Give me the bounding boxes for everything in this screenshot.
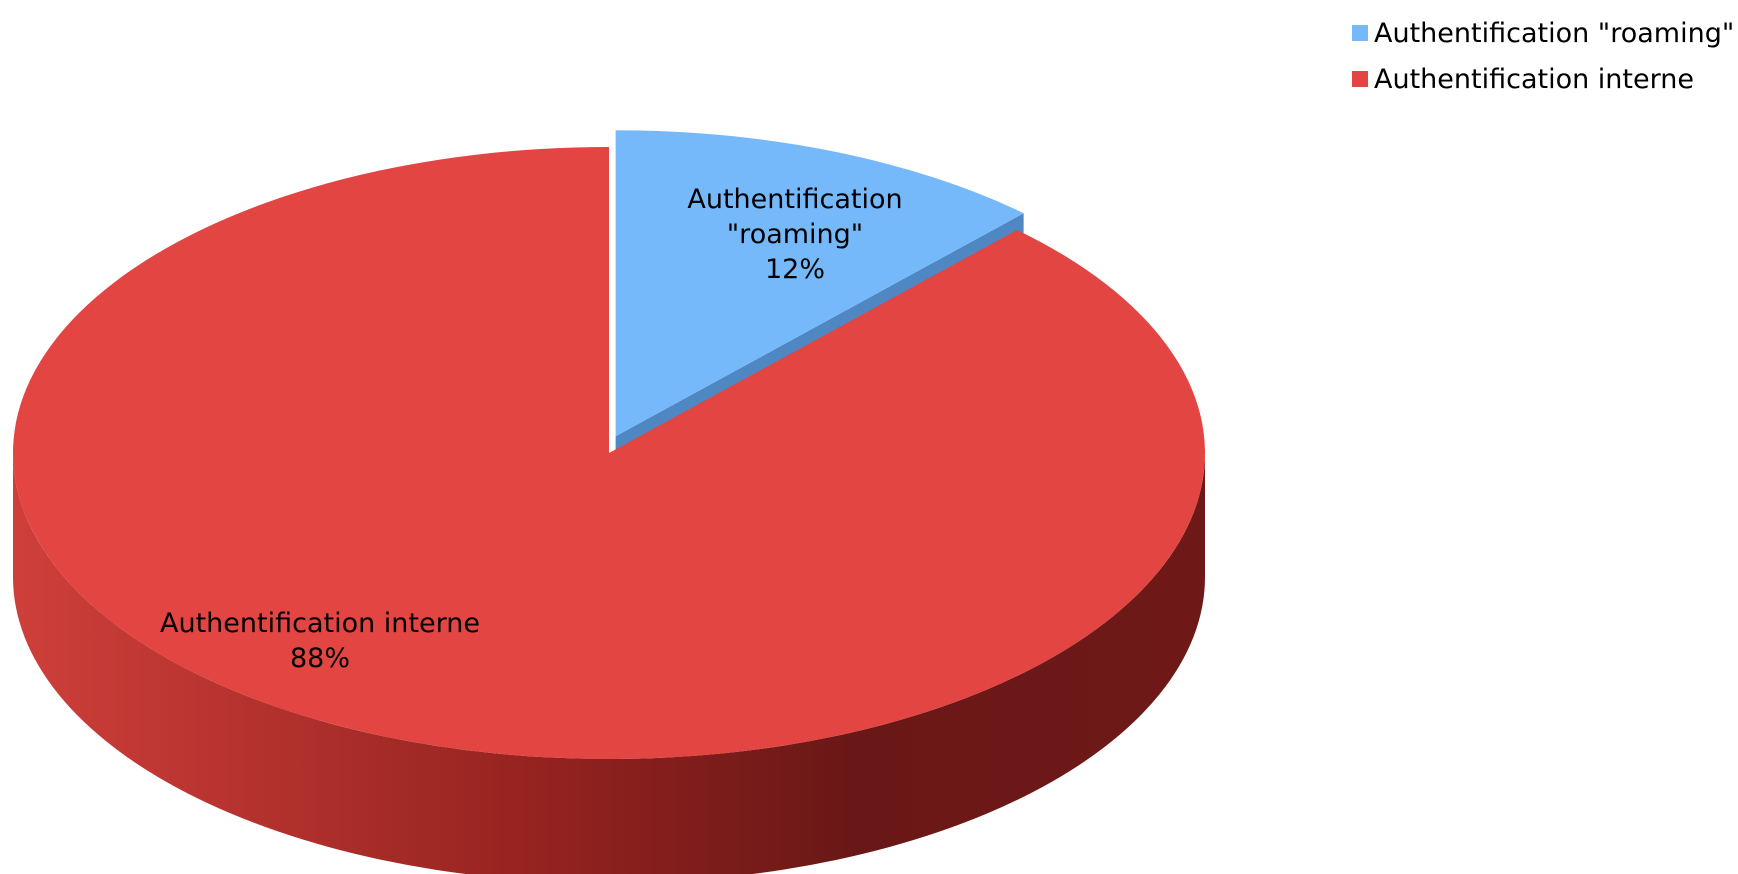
data-label-line: Authentification interne — [160, 608, 480, 639]
legend-label-roaming: Authentification "roaming" — [1374, 17, 1735, 49]
legend-label-interne: Authentification interne — [1374, 63, 1694, 95]
pie-slices — [12, 130, 1205, 874]
legend-item-roaming: Authentification "roaming" — [1352, 10, 1734, 56]
legend-swatch-roaming — [1352, 25, 1368, 41]
data-label-line: "roaming" — [727, 219, 863, 250]
data-label-interne: Authentification interne 88% — [160, 608, 480, 674]
data-label-roaming: Authentification "roaming" 12% — [687, 184, 902, 285]
legend-item-interne: Authentification interne — [1352, 56, 1734, 102]
slice-side-interne — [13, 453, 1205, 874]
data-label-line: Authentification — [687, 184, 902, 215]
legend: Authentification "roaming" Authentificat… — [1352, 10, 1734, 102]
legend-swatch-interne — [1352, 71, 1368, 87]
slice-interne — [12, 146, 1205, 760]
data-labels: Authentification "roaming" 12%Authentifica… — [160, 184, 903, 674]
data-label-line: 12% — [765, 254, 825, 285]
slice-roaming — [615, 130, 1024, 437]
data-label-line: 88% — [290, 643, 350, 674]
